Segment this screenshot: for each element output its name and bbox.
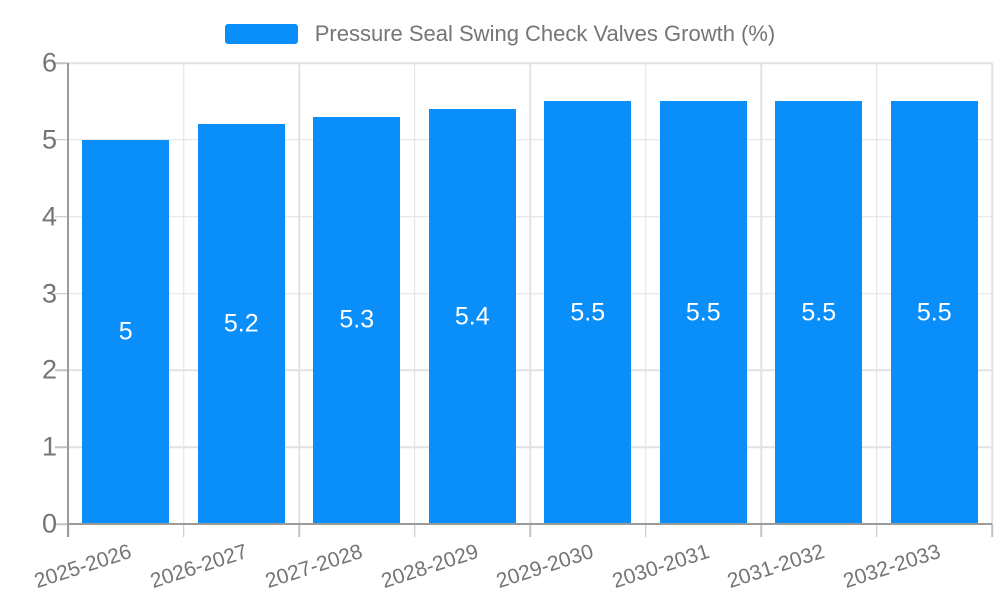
x-axis-tick-label: 2030-2031 <box>609 540 713 593</box>
x-axis-tick-label: 2025-2026 <box>31 540 135 593</box>
y-axis-tick <box>55 446 68 448</box>
x-grid-line <box>760 63 762 524</box>
x-grid-line <box>529 63 531 524</box>
x-axis-tick-label: 2026-2027 <box>147 540 251 593</box>
x-grid-line <box>991 63 993 524</box>
legend-label: Pressure Seal Swing Check Valves Growth … <box>314 21 776 46</box>
bar[interactable]: 5.5 <box>775 101 863 524</box>
x-axis-tick <box>413 524 416 537</box>
x-axis-tick <box>875 524 878 537</box>
x-grid-line <box>298 63 300 524</box>
bar[interactable]: 5.2 <box>197 124 285 524</box>
bar-value-label: 5.2 <box>223 309 259 338</box>
y-axis-tick-label: 0 <box>41 508 57 539</box>
y-axis-tick-label: 2 <box>41 354 57 385</box>
x-grid-line <box>644 63 647 524</box>
x-axis-tick <box>760 524 762 537</box>
bar-value-label: 5.5 <box>685 298 721 327</box>
y-axis-tick-label: 3 <box>41 278 57 308</box>
y-axis-tick <box>55 62 68 64</box>
y-axis-tick <box>55 369 68 372</box>
x-axis-tick <box>644 524 647 537</box>
bar-value-label: 5.5 <box>916 298 952 327</box>
y-axis-tick-label: 6 <box>41 47 57 78</box>
bar[interactable]: 5.5 <box>544 101 632 524</box>
y-axis-tick <box>55 292 68 295</box>
y-axis-line <box>67 63 69 537</box>
bar[interactable]: 5.5 <box>890 101 978 524</box>
y-axis-tick <box>55 523 68 525</box>
x-grid-line <box>413 63 416 524</box>
y-axis-tick <box>55 139 68 141</box>
bar[interactable]: 5 <box>82 139 170 524</box>
x-grid-line <box>182 63 185 524</box>
plot-area: 0 1 2 3 4 5 6 5 5.2 5.3 5.4 5.5 5.5 5.5 5.5 2025-2026 20… <box>32 49 993 593</box>
x-axis-tick <box>991 524 993 537</box>
bar-value-label: 5.5 <box>570 298 606 327</box>
y-axis-tick-label: 1 <box>41 431 57 462</box>
x-axis-tick-label: 2028-2029 <box>378 540 482 593</box>
x-axis-tick <box>529 524 531 537</box>
bar-value-label: 5.5 <box>801 298 837 327</box>
x-axis-tick-label: 2027-2028 <box>262 540 366 593</box>
legend-swatch <box>224 24 298 44</box>
bar-value-label: 5 <box>118 317 133 346</box>
bar[interactable]: 5.4 <box>428 109 516 524</box>
bar-value-label: 5.4 <box>454 302 490 331</box>
bar[interactable]: 5.3 <box>313 116 401 524</box>
x-axis-tick <box>182 524 185 537</box>
chart-legend[interactable]: Pressure Seal Swing Check Valves Growth … <box>0 21 1000 47</box>
x-grid-line <box>875 63 878 524</box>
y-axis-tick-label: 4 <box>41 201 57 232</box>
x-axis-tick <box>298 524 300 537</box>
bar[interactable]: 5.5 <box>659 101 747 524</box>
y-axis-tick <box>55 215 68 218</box>
x-axis-tick-label: 2031-2032 <box>724 540 828 593</box>
bar-value-label: 5.3 <box>339 305 375 334</box>
x-axis-tick-label: 2029-2030 <box>493 540 597 593</box>
x-axis-line <box>68 523 992 525</box>
x-axis-tick-label: 2032-2033 <box>840 540 944 593</box>
y-axis-tick-label: 5 <box>41 124 57 155</box>
